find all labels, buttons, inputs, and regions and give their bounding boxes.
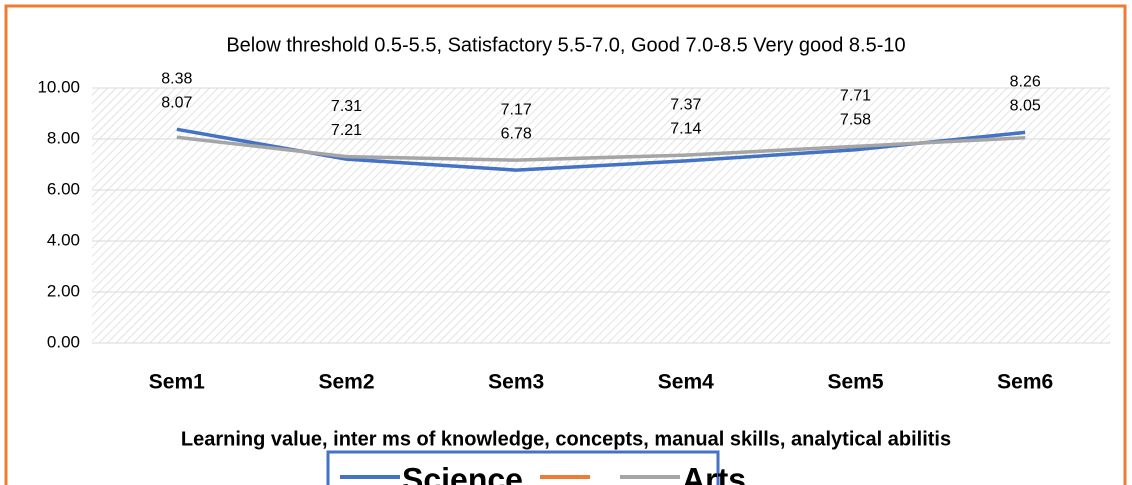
y-tick-label: 0.00 (47, 332, 80, 351)
data-label: 7.14 (670, 120, 701, 137)
x-tick-label: Sem5 (827, 371, 883, 394)
legend-label: Science (402, 461, 523, 485)
data-label: 7.21 (331, 122, 362, 139)
frame (4, 4, 1127, 485)
data-label: 8.38 (161, 71, 192, 88)
x-axis-label: Learning value, inter ms of knowledge, c… (181, 428, 951, 450)
chart-title: Below threshold 0.5-5.5, Satisfactory 5.… (226, 34, 905, 56)
y-tick-label: 6.00 (47, 179, 80, 198)
legend-box (326, 450, 720, 485)
data-label: 8.05 (1010, 98, 1041, 115)
series-line (176, 135, 1026, 162)
x-tick-label: Sem1 (149, 371, 205, 394)
plot-area (92, 88, 1110, 343)
data-label: 8.07 (161, 95, 192, 112)
legend: Science Arts (340, 461, 746, 485)
y-tick-label: 10.00 (37, 77, 80, 96)
data-label: 8.26 (1010, 74, 1041, 91)
x-tick-label: Sem2 (318, 371, 374, 394)
data-label: 7.37 (670, 96, 701, 113)
x-tick-label: Sem4 (658, 371, 714, 394)
data-label: 7.31 (331, 98, 362, 115)
y-tick-label: 2.00 (47, 281, 80, 300)
data-label: 7.58 (840, 112, 871, 129)
y-tick-label: 4.00 (47, 230, 80, 249)
x-tick-label: Sem6 (997, 371, 1053, 394)
x-tick-label: Sem3 (488, 371, 544, 394)
data-label: 7.71 (840, 88, 871, 105)
y-tick-label: 8.00 (47, 128, 80, 147)
data-label: 6.78 (501, 125, 532, 142)
data-label: 7.17 (501, 101, 532, 118)
legend-label: Arts (682, 461, 746, 485)
